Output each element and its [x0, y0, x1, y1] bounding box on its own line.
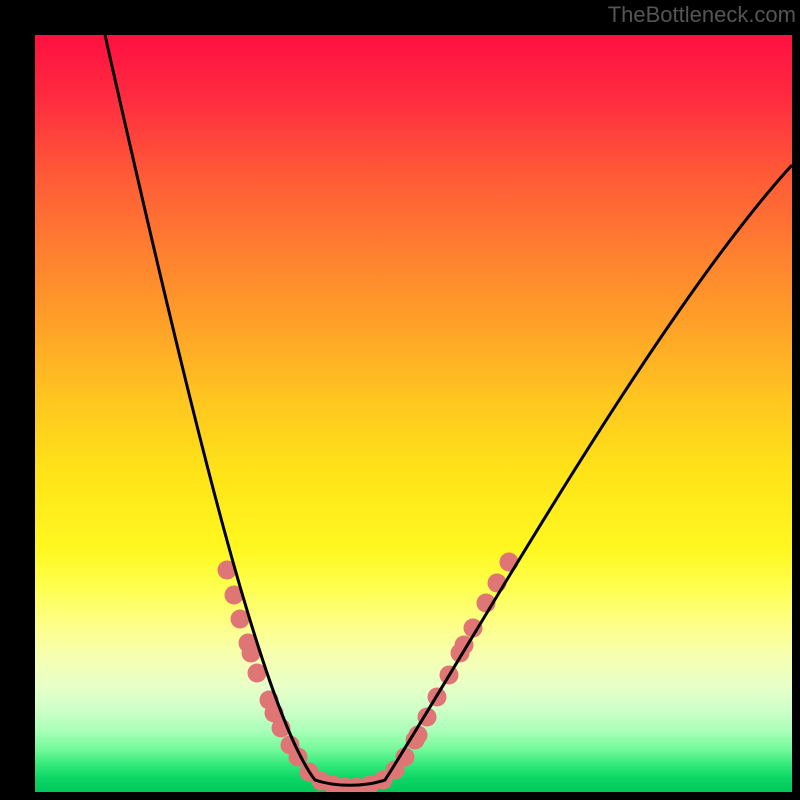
- plot-area: [35, 35, 792, 792]
- watermark-text: TheBottleneck.com: [608, 2, 796, 28]
- marker-band: [218, 553, 519, 793]
- curve-layer: [35, 35, 792, 792]
- chart-container: TheBottleneck.com: [0, 0, 800, 800]
- marker-dot: [500, 553, 519, 572]
